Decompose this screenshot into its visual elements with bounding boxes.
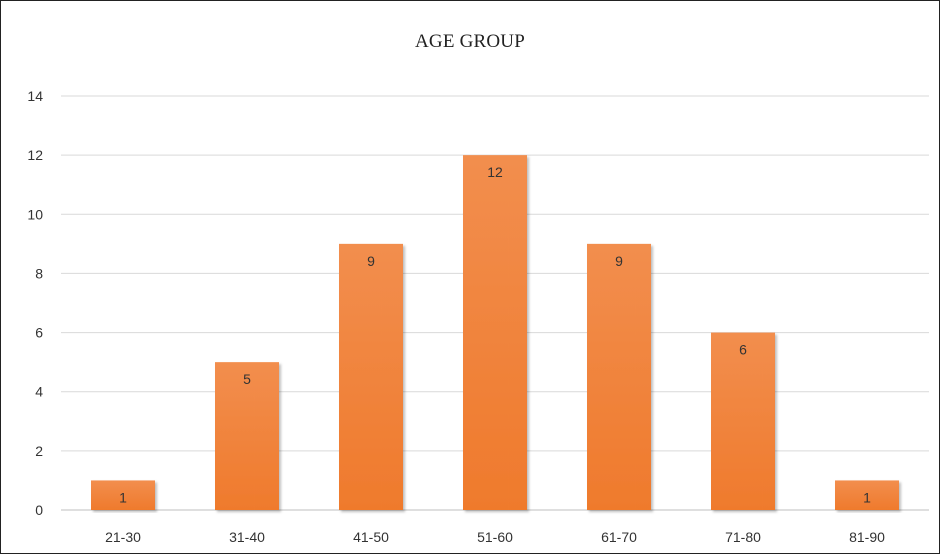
bar-51-60 bbox=[463, 155, 527, 510]
data-label-51-60: 12 bbox=[487, 164, 503, 180]
data-label-71-80: 6 bbox=[739, 342, 747, 358]
y-tick-label: 4 bbox=[35, 384, 43, 400]
data-label-61-70: 9 bbox=[615, 253, 623, 269]
y-tick-label: 10 bbox=[27, 206, 43, 222]
labels: 0 2 4 6 8 10 12 14 1 21-30 5 31-40 9 41-50 12 51-60 9 61-… bbox=[27, 88, 885, 545]
y-tick-label: 6 bbox=[35, 325, 43, 341]
data-label-21-30: 1 bbox=[119, 489, 127, 505]
data-label-31-40: 5 bbox=[243, 371, 251, 387]
x-tick-label: 41-50 bbox=[353, 529, 389, 545]
bar-31-40 bbox=[215, 362, 279, 510]
bar-21-30 bbox=[91, 480, 155, 510]
bar-81-90 bbox=[835, 480, 899, 510]
x-tick-label: 21-30 bbox=[105, 529, 141, 545]
x-tick-label: 81-90 bbox=[849, 529, 885, 545]
x-tick-label: 51-60 bbox=[477, 529, 513, 545]
x-tick-label: 61-70 bbox=[601, 529, 637, 545]
bars bbox=[91, 155, 899, 510]
bar-61-70 bbox=[587, 243, 651, 510]
x-tick-label: 31-40 bbox=[229, 529, 265, 545]
data-label-81-90: 1 bbox=[863, 489, 871, 505]
y-tick-label: 0 bbox=[35, 502, 43, 518]
x-tick-label: 71-80 bbox=[725, 529, 761, 545]
chart-title: AGE GROUP bbox=[414, 31, 525, 52]
bar-71-80 bbox=[711, 332, 775, 510]
bar-41-50 bbox=[339, 243, 403, 510]
data-label-41-50: 9 bbox=[367, 253, 375, 269]
y-tick-label: 12 bbox=[27, 147, 43, 163]
y-tick-label: 14 bbox=[27, 88, 43, 104]
y-tick-label: 8 bbox=[35, 265, 43, 281]
y-tick-label: 2 bbox=[35, 443, 43, 459]
